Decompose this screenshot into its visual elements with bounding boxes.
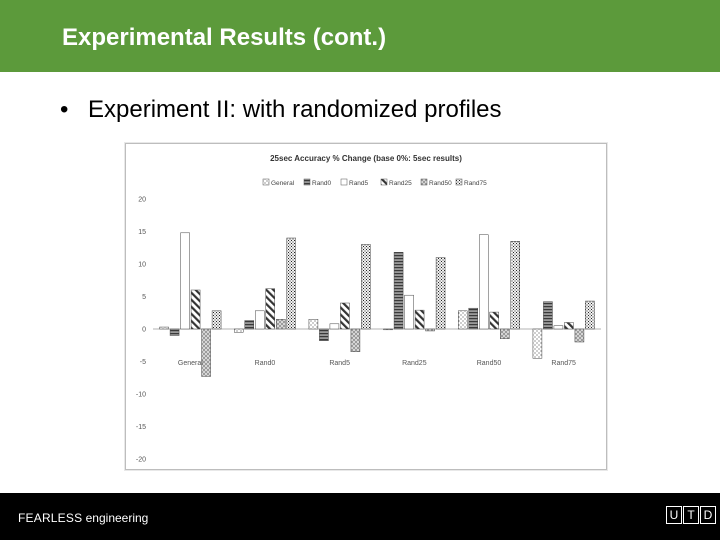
bar bbox=[211, 310, 222, 330]
bar bbox=[340, 302, 350, 330]
bar bbox=[159, 326, 169, 330]
y-axis: 20 15 10 5 0 -5 -10 -15 -20 bbox=[136, 197, 601, 464]
bar bbox=[361, 244, 371, 330]
legend-label: General bbox=[271, 180, 295, 187]
bar bbox=[255, 310, 265, 330]
bar-chart: 25sec Accuracy % Change (base 0%: 5sec r… bbox=[136, 154, 601, 464]
legend-label: Rand0 bbox=[312, 180, 332, 187]
bar bbox=[234, 328, 244, 333]
logo-letter-d: D bbox=[700, 506, 716, 524]
x-axis: General Rand0 Rand5 Rand25 Rand50 Rand75 bbox=[178, 360, 576, 367]
x-tick-label: Rand5 bbox=[329, 360, 350, 367]
bar bbox=[308, 319, 319, 330]
bullet-item: • Experiment II: with randomized profiles bbox=[60, 96, 502, 124]
bar bbox=[468, 307, 478, 330]
bar bbox=[276, 319, 286, 330]
bar bbox=[532, 328, 543, 359]
bar bbox=[180, 232, 190, 330]
bar bbox=[553, 325, 564, 330]
legend-swatch bbox=[380, 178, 388, 186]
bar bbox=[479, 234, 489, 330]
bar bbox=[329, 323, 340, 330]
legend-swatch bbox=[420, 178, 428, 186]
bar bbox=[350, 328, 361, 352]
bar bbox=[458, 310, 468, 330]
y-tick-label: 15 bbox=[138, 229, 146, 236]
y-tick-label: 10 bbox=[138, 262, 146, 269]
legend-label: Rand75 bbox=[464, 180, 487, 187]
x-tick-label: Rand75 bbox=[551, 360, 576, 367]
utd-logo: U T D bbox=[666, 506, 717, 524]
bar bbox=[265, 288, 275, 330]
footer-tagline: FEARLESS engineering bbox=[18, 511, 148, 525]
y-tick-label: -15 bbox=[136, 424, 146, 431]
bar bbox=[435, 257, 446, 330]
legend-label: Rand25 bbox=[389, 180, 412, 187]
bar bbox=[383, 328, 393, 331]
footer-brand-rest: engineering bbox=[82, 511, 149, 525]
chart-legend: General Rand0 Rand5 Rand25 Rand50 Rand75 bbox=[262, 178, 487, 187]
bar bbox=[489, 311, 499, 330]
bar-series bbox=[159, 232, 595, 377]
bar bbox=[393, 252, 404, 330]
bar bbox=[201, 328, 211, 377]
bar bbox=[190, 289, 201, 330]
bar bbox=[574, 328, 585, 343]
bar bbox=[286, 237, 296, 330]
y-tick-label: 5 bbox=[142, 294, 146, 301]
bar bbox=[425, 328, 435, 332]
legend-swatch bbox=[303, 178, 311, 186]
bar bbox=[404, 294, 414, 330]
x-tick-label: Rand0 bbox=[255, 360, 276, 367]
y-tick-label: 20 bbox=[138, 197, 146, 204]
bar bbox=[585, 300, 595, 330]
bar bbox=[543, 301, 553, 330]
footer-bar: FEARLESS engineering U T D bbox=[0, 493, 720, 540]
legend-label: Rand5 bbox=[349, 180, 369, 187]
bar bbox=[319, 328, 329, 341]
legend-swatch bbox=[340, 178, 348, 186]
bar bbox=[169, 328, 180, 336]
logo-letter-u: U bbox=[666, 506, 682, 524]
y-tick-label: 0 bbox=[142, 327, 146, 334]
chart-container: 25sec Accuracy % Change (base 0%: 5sec r… bbox=[125, 143, 607, 470]
x-tick-label: General bbox=[178, 360, 203, 367]
title-bar: Experimental Results (cont.) bbox=[0, 0, 720, 72]
x-tick-label: Rand50 bbox=[477, 360, 502, 367]
y-tick-label: -5 bbox=[140, 359, 146, 366]
bar bbox=[244, 320, 254, 330]
legend-label: Rand50 bbox=[429, 180, 452, 187]
chart-title: 25sec Accuracy % Change (base 0%: 5sec r… bbox=[270, 154, 462, 163]
bar bbox=[510, 241, 520, 330]
bullet-dot-icon: • bbox=[60, 96, 69, 123]
y-tick-label: -20 bbox=[136, 457, 146, 464]
bar bbox=[500, 328, 510, 339]
footer-brand-bold: FEARLESS bbox=[18, 511, 83, 525]
legend-swatch bbox=[455, 178, 463, 186]
slide-title: Experimental Results (cont.) bbox=[62, 24, 387, 51]
legend-swatch bbox=[262, 178, 270, 186]
bar bbox=[564, 322, 574, 330]
bullet-text: Experiment II: with randomized profiles bbox=[88, 96, 502, 123]
bar bbox=[414, 309, 425, 330]
x-tick-label: Rand25 bbox=[402, 360, 427, 367]
y-tick-label: -10 bbox=[136, 392, 146, 399]
logo-letter-t: T bbox=[683, 506, 699, 524]
